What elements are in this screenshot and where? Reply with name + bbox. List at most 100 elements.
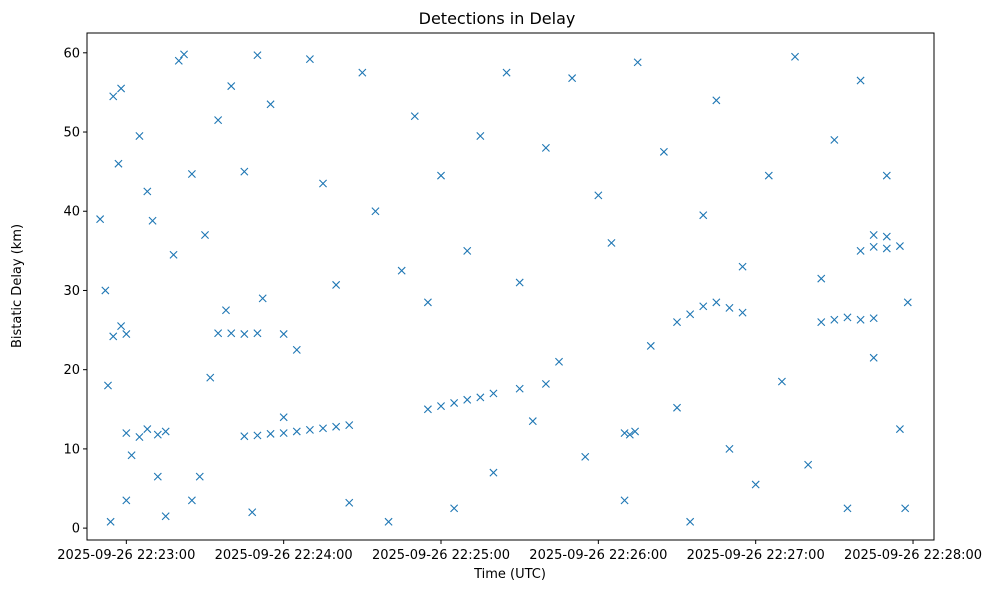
data-point bbox=[253, 51, 262, 60]
y-tick-label: 50 bbox=[63, 126, 80, 141]
y-tick-label: 60 bbox=[63, 46, 80, 61]
y-axis-label: Bistatic Delay (km) bbox=[10, 224, 25, 348]
x-tick-label: 2025-09-26 22:25:00 bbox=[372, 548, 510, 563]
data-point bbox=[882, 171, 891, 180]
data-point bbox=[117, 322, 126, 331]
plot-area bbox=[87, 33, 934, 540]
data-point bbox=[103, 381, 112, 390]
x-axis: 2025-09-26 22:23:00 2025-09-26 22:24:00 20… bbox=[57, 540, 982, 563]
data-point bbox=[791, 52, 800, 61]
data-point bbox=[319, 424, 327, 433]
data-point bbox=[279, 429, 288, 438]
data-point bbox=[686, 517, 695, 526]
data-point bbox=[463, 395, 472, 404]
x-tick-label: 2025-09-26 22:27:00 bbox=[687, 548, 825, 563]
data-point bbox=[371, 207, 380, 216]
data-point bbox=[581, 452, 590, 461]
data-point bbox=[397, 266, 406, 275]
data-point bbox=[738, 308, 747, 317]
data-point bbox=[135, 131, 144, 140]
data-point bbox=[856, 246, 865, 255]
data-point bbox=[631, 427, 640, 436]
data-point bbox=[673, 403, 682, 412]
y-axis: 0 10 20 30 40 50 60 bbox=[63, 46, 87, 537]
data-point bbox=[161, 512, 170, 521]
x-tick-label: 2025-09-26 22:26:00 bbox=[529, 548, 667, 563]
data-point bbox=[227, 329, 236, 338]
y-tick-label: 30 bbox=[63, 284, 80, 299]
data-point bbox=[214, 116, 223, 125]
data-point bbox=[437, 171, 445, 180]
data-point bbox=[410, 112, 419, 121]
data-point bbox=[903, 298, 912, 307]
data-point bbox=[332, 422, 341, 431]
data-point bbox=[686, 310, 695, 319]
data-point bbox=[515, 384, 524, 393]
y-tick-label: 10 bbox=[63, 442, 80, 457]
data-point bbox=[169, 250, 178, 259]
data-points bbox=[96, 50, 912, 526]
data-point bbox=[240, 432, 249, 441]
data-point bbox=[895, 425, 904, 434]
data-point bbox=[725, 303, 734, 312]
data-point bbox=[248, 508, 257, 517]
y-tick-label: 20 bbox=[63, 363, 80, 378]
x-tick-label: 2025-09-26 22:23:00 bbox=[57, 548, 195, 563]
data-point bbox=[751, 480, 760, 489]
data-point bbox=[122, 330, 131, 339]
data-point bbox=[830, 315, 839, 324]
data-point bbox=[292, 345, 301, 354]
data-point bbox=[620, 429, 629, 438]
data-point bbox=[221, 306, 230, 315]
data-point bbox=[489, 389, 498, 398]
data-point bbox=[106, 517, 115, 526]
data-point bbox=[646, 341, 655, 350]
data-point bbox=[489, 468, 498, 477]
data-point bbox=[817, 318, 826, 327]
data-point bbox=[777, 377, 786, 386]
data-point bbox=[882, 244, 891, 253]
data-point bbox=[528, 417, 537, 426]
data-point bbox=[450, 504, 459, 513]
data-point bbox=[135, 433, 144, 442]
data-point bbox=[843, 313, 852, 322]
x-tick-label: 2025-09-26 22:24:00 bbox=[215, 548, 353, 563]
data-point bbox=[423, 298, 432, 307]
data-point bbox=[292, 427, 301, 436]
data-point bbox=[633, 58, 642, 67]
data-point bbox=[114, 159, 123, 168]
data-point bbox=[187, 170, 196, 178]
data-point bbox=[253, 329, 262, 338]
data-point bbox=[161, 427, 170, 436]
data-point bbox=[541, 379, 550, 388]
data-point bbox=[625, 430, 634, 439]
data-point bbox=[227, 82, 236, 91]
data-point bbox=[153, 430, 162, 439]
data-point bbox=[594, 191, 603, 200]
data-point bbox=[258, 294, 267, 303]
data-point bbox=[101, 286, 110, 295]
x-axis-label: Time (UTC) bbox=[473, 567, 546, 582]
data-point bbox=[253, 431, 262, 440]
data-point bbox=[712, 298, 721, 307]
data-point bbox=[869, 353, 878, 362]
data-point bbox=[437, 402, 445, 411]
data-point bbox=[240, 167, 249, 176]
data-point bbox=[201, 231, 209, 239]
data-point bbox=[882, 232, 891, 241]
y-tick-label: 40 bbox=[63, 205, 80, 220]
data-point bbox=[117, 84, 126, 93]
data-point bbox=[856, 76, 865, 85]
data-point bbox=[266, 100, 275, 109]
data-point bbox=[450, 398, 459, 407]
data-point bbox=[476, 131, 485, 140]
data-point bbox=[96, 215, 105, 224]
data-point bbox=[143, 425, 152, 434]
data-point bbox=[869, 242, 878, 251]
data-point bbox=[699, 211, 708, 220]
data-point bbox=[699, 302, 708, 311]
data-point bbox=[345, 498, 354, 507]
data-point bbox=[305, 425, 314, 434]
data-point bbox=[895, 242, 904, 251]
data-point bbox=[869, 314, 878, 323]
